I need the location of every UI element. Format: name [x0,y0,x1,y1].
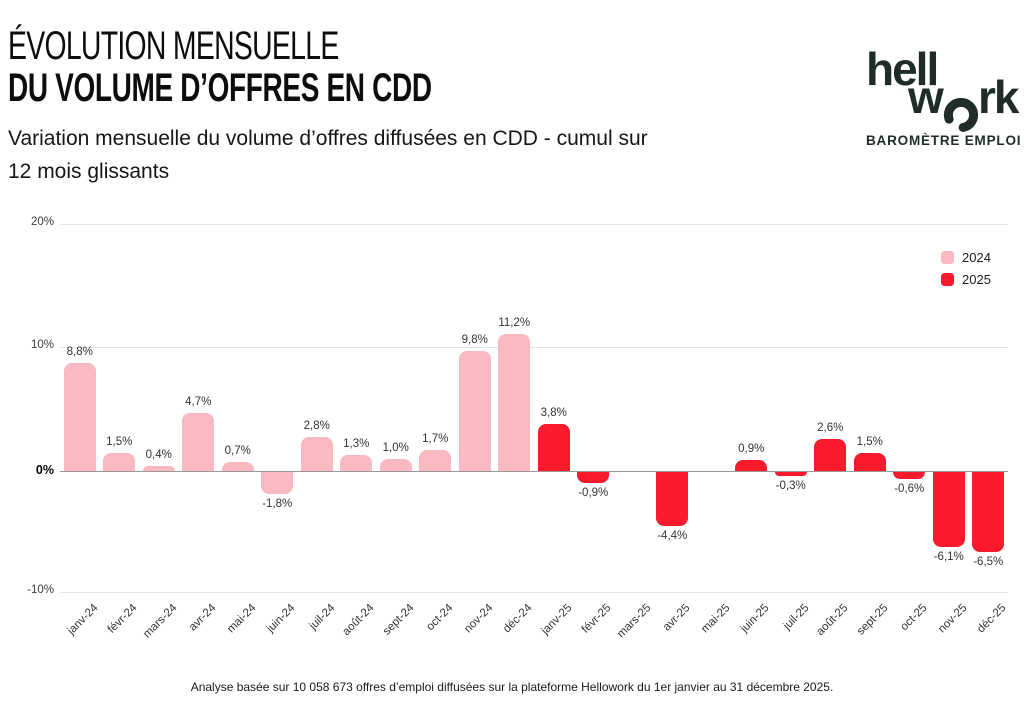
hellowork-logo: hell w rk BAROMÈTRE EMPLOI [866,42,1022,152]
value-label-oct-25: -0,6% [894,483,925,496]
bar-2025-avr-25 [656,472,689,526]
source-note: Analyse basée sur 10 058 673 offres d’em… [190,680,834,694]
gridline-20pct [60,224,1008,225]
y-tick-0: 0% [35,463,54,477]
logo-tagline: BAROMÈTRE EMPLOI [866,133,1022,148]
page-title-line1: ÉVOLUTION MENSUELLE [8,24,339,68]
value-label-janv-25: 3,8% [540,407,567,420]
legend: 2024 2025 [941,250,991,294]
legend-swatch-2024 [941,251,954,264]
value-label-août-25: 2,6% [817,422,844,435]
y-tick-20: 20% [30,216,54,228]
bar-2025-sept-25 [853,452,886,471]
value-label-avr-25: -4,4% [657,529,688,542]
value-label-févr-24: 1,5% [106,435,133,448]
value-label-août-24: 1,3% [343,438,370,451]
bar-2025-déc-25 [972,472,1005,552]
value-label-nov-24: 9,8% [461,333,488,346]
bar-2024-juil-24 [300,436,333,471]
bar-2024-mars-24 [142,466,175,471]
bar-2024-oct-24 [419,450,452,471]
value-label-sept-24: 1,0% [382,441,409,454]
gridline-10pct [60,347,1008,348]
value-label-janv-24: 8,8% [66,346,93,359]
legend-item-2024: 2024 [941,250,991,265]
value-label-oct-24: 1,7% [422,433,449,446]
bar-2025-juin-25 [735,459,768,471]
value-label-déc-25: -6,5% [973,555,1004,568]
value-label-juil-25: -0,3% [775,479,806,492]
value-label-juil-24: 2,8% [303,419,330,432]
bar-2024-avr-24 [182,413,215,471]
value-label-déc-24: 11,2% [498,316,531,329]
bar-2025-nov-25 [932,472,965,547]
bar-2025-juil-25 [774,472,807,476]
bar-2024-févr-24 [103,452,136,471]
y-tick-neg10: -10% [27,584,54,596]
bar-2024-sept-24 [379,458,412,471]
logo-text-rk: rk [978,71,1020,123]
bar-2025-août-25 [814,439,847,471]
value-label-juin-25: 0,9% [738,442,765,455]
value-label-févr-25: -0,9% [578,487,609,500]
bar-2025-janv-25 [537,424,570,471]
bar-2024-déc-24 [498,333,531,471]
legend-label-2025: 2025 [962,272,991,287]
bar-2025-oct-25 [893,472,926,480]
bar-2025-févr-25 [577,472,610,484]
bar-2024-nov-24 [458,350,491,471]
value-label-juin-24: -1,8% [262,498,293,511]
axis-baseline-0pct [60,471,1008,472]
bar-2024-janv-24 [63,363,96,471]
legend-item-2025: 2025 [941,272,991,287]
bar-2024-mai-24 [221,462,254,471]
legend-label-2024: 2024 [962,250,991,265]
gridline-neg10pct [60,592,1008,593]
logo-text-w: w [908,71,944,123]
value-label-sept-25: 1,5% [856,435,883,448]
legend-swatch-2025 [941,273,954,286]
bar-2024-juin-24 [261,472,294,495]
bar-2024-août-24 [340,455,373,471]
page-subtitle: Variation mensuelle du volume d’offres d… [8,127,648,183]
logo-text-hell: hell [866,43,939,95]
value-label-avr-24: 4,7% [185,396,212,409]
value-label-mai-24: 0,7% [224,445,251,458]
page-title-line2: DU VOLUME D’OFFRES EN CDD [8,66,432,110]
value-label-mars-24: 0,4% [145,449,172,462]
y-tick-10: 10% [30,339,54,351]
value-label-nov-25: -6,1% [933,550,964,563]
hellowork-logo-o-icon [943,97,979,133]
